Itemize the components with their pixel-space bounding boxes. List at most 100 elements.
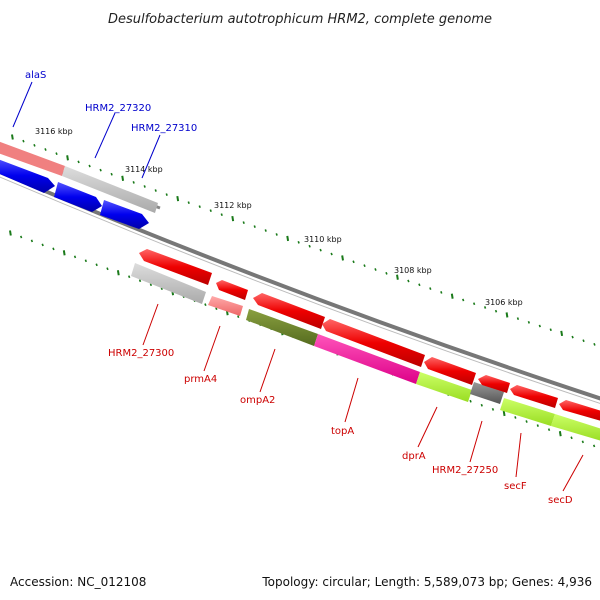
gene-feature-dprA[interactable]: [416, 372, 472, 402]
tick-mark: [549, 328, 552, 332]
tick-mark: [558, 431, 562, 437]
tick-mark: [352, 260, 355, 264]
tick-mark: [592, 444, 596, 448]
tick-mark: [264, 229, 267, 232]
gene-feature[interactable]: [424, 357, 476, 385]
gene-feature-HRM2_27250[interactable]: [470, 382, 504, 404]
tick-mark: [121, 175, 125, 181]
tick-mark: [253, 225, 256, 228]
tick-mark: [143, 185, 146, 188]
tick-mark: [198, 205, 201, 209]
tick-mark: [95, 263, 98, 267]
tick-mark: [220, 213, 223, 217]
tick-mark: [570, 436, 573, 440]
tick-mark: [429, 287, 432, 290]
genome-summary-text: Topology: circular; Length: 5,589,073 bp…: [261, 575, 592, 589]
tick-label: 3108 kbp: [394, 266, 432, 275]
tick-mark: [374, 268, 377, 271]
tick-mark: [204, 303, 207, 307]
gene-feature[interactable]: [253, 293, 325, 329]
tick-mark: [440, 291, 443, 294]
gene-label-HRM2_27300[interactable]: HRM2_27300: [108, 348, 174, 359]
tick-mark: [480, 403, 483, 407]
gene-feature[interactable]: [139, 249, 212, 285]
tick-mark: [483, 306, 487, 309]
tick-label: 3110 kbp: [304, 235, 342, 244]
gene-feature[interactable]: [0, 140, 65, 176]
gene-feature-HRM2_27310[interactable]: [100, 200, 149, 229]
forward-labels: [12, 81, 161, 179]
tick-mark: [106, 267, 109, 271]
tick-mark: [571, 335, 574, 339]
gene-label-HRM2_27320[interactable]: HRM2_27320: [85, 103, 151, 114]
gene-label-alaS[interactable]: alaS: [25, 70, 46, 81]
tick-mark: [73, 255, 77, 259]
reverse-labels: [142, 303, 584, 492]
gene-label-ompA2[interactable]: ompA2: [240, 395, 275, 406]
gene-feature-ompA2[interactable]: [246, 309, 318, 346]
gene-feature[interactable]: [322, 319, 425, 367]
tick-mark: [363, 264, 366, 268]
tick-mark: [66, 155, 69, 161]
gene-label-prmA4[interactable]: prmA4: [184, 374, 217, 385]
accession-text: Accession: NC_012108: [10, 575, 146, 589]
tick-mark: [128, 275, 131, 279]
tick-mark: [450, 293, 454, 299]
tick-mark: [582, 339, 585, 343]
tick-mark: [231, 215, 235, 222]
tick-mark: [44, 148, 47, 151]
tick-mark: [242, 221, 245, 224]
tick-mark: [55, 152, 58, 156]
tick-mark: [88, 164, 91, 168]
gene-feature-alaS[interactable]: [0, 158, 55, 193]
tick-mark: [176, 195, 180, 202]
tick-mark: [275, 233, 278, 236]
gene-label-secF[interactable]: secF: [504, 481, 527, 492]
gene-label-dprA[interactable]: dprA: [402, 451, 426, 462]
tick-mark: [297, 240, 300, 244]
tick-mark: [116, 270, 120, 276]
gene-feature-prmA4[interactable]: [208, 296, 243, 316]
tick-mark: [547, 428, 551, 432]
gene-feature-HRM2_27320[interactable]: [54, 182, 102, 212]
tick-mark: [491, 407, 495, 411]
tick-mark: [19, 235, 23, 239]
tick-mark: [469, 399, 472, 403]
gene-feature-secF[interactable]: [500, 398, 555, 426]
tick-mark: [209, 209, 212, 213]
gene-feature[interactable]: [216, 280, 248, 300]
tick-mark: [77, 160, 80, 164]
tick-mark: [330, 252, 333, 256]
map-title: Desulfobacterium autotrophicum HRM2, com…: [108, 12, 492, 27]
gene-feature[interactable]: [559, 400, 600, 422]
tick-mark: [516, 317, 520, 321]
gene-feature-HRM2_27300[interactable]: [131, 263, 206, 304]
gene-feature-secD[interactable]: [551, 414, 600, 442]
tick-mark: [9, 230, 12, 236]
tick-mark: [418, 283, 421, 287]
tick-mark: [215, 307, 218, 311]
gene-label-topA[interactable]: topA: [331, 426, 354, 437]
tick-mark: [149, 283, 153, 287]
gene-feature-topA[interactable]: [314, 334, 420, 384]
gene-label-secD[interactable]: secD: [548, 495, 573, 506]
tick-mark: [11, 134, 14, 140]
tick-mark: [593, 342, 596, 346]
tick-mark: [138, 279, 142, 283]
gene-feature[interactable]: [510, 385, 558, 408]
tick-mark: [84, 259, 87, 263]
tick-mark: [33, 143, 36, 147]
tick-mark: [527, 320, 531, 324]
tick-mark: [560, 330, 564, 337]
gene-label-HRM2_27250[interactable]: HRM2_27250: [432, 465, 498, 476]
tick-mark: [396, 274, 399, 280]
tick-mark: [187, 201, 190, 205]
tick-mark: [62, 250, 66, 256]
gene-feature[interactable]: [62, 166, 158, 213]
gene-label-HRM2_27310[interactable]: HRM2_27310: [131, 123, 197, 134]
tick-label: 3114 kbp: [125, 165, 163, 174]
tick-mark: [41, 243, 44, 247]
tick-mark: [385, 271, 388, 275]
gene-feature[interactable]: [478, 375, 510, 393]
